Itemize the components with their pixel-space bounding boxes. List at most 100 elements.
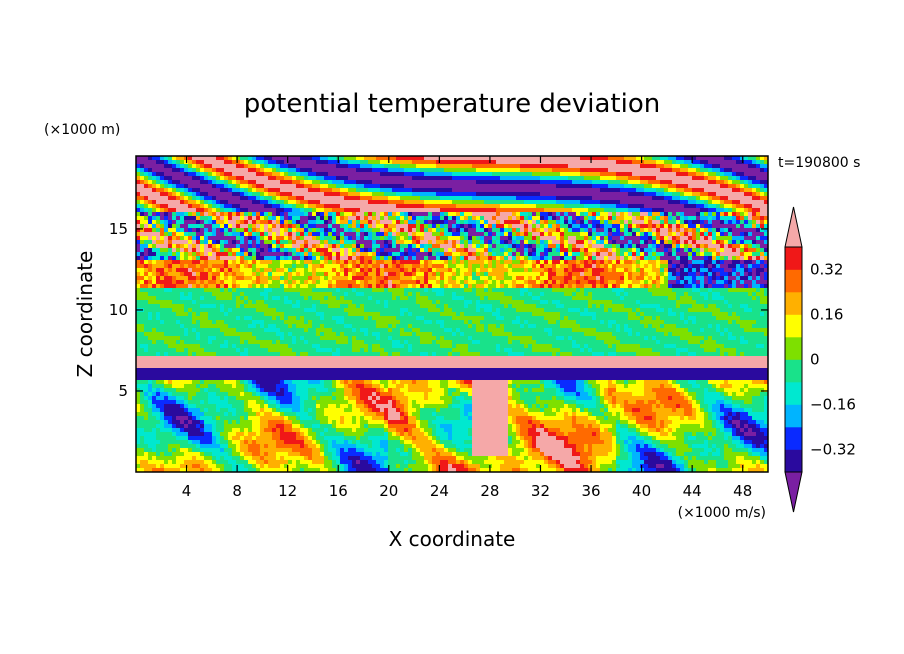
heatmap-cell [400,272,405,277]
heatmap-cell [580,204,585,209]
heatmap-cell [676,192,681,197]
heatmap-cell [732,196,737,201]
heatmap-cell [500,228,505,233]
heatmap-cell [628,268,633,273]
heatmap-cell [468,204,473,209]
heatmap-cell [336,260,341,265]
heatmap-cell [652,228,657,233]
heatmap-cell [508,216,513,221]
heatmap-cell [396,200,401,205]
heatmap-cell [284,276,289,281]
heatmap-cell [600,244,605,249]
heatmap-cell [656,184,661,189]
heatmap-cell [584,256,589,261]
heatmap-cell [196,188,201,193]
heatmap-cell [588,256,593,261]
heatmap-cell [340,228,345,233]
heatmap-cell [736,168,741,173]
heatmap-cell [496,248,501,253]
heatmap-cell [680,268,685,273]
heatmap-cell [240,208,245,213]
heatmap-cell [420,176,425,181]
heatmap-cell [612,180,617,185]
heatmap-cell [356,228,361,233]
heatmap-cell [516,188,521,193]
heatmap-cell [692,264,697,269]
heatmap-cell [660,268,665,273]
heatmap-cell [428,280,433,285]
heatmap-cell [512,172,517,177]
heatmap-cell [680,208,685,213]
heatmap-cell [380,204,385,209]
heatmap-cell [148,208,153,213]
heatmap-cell [712,184,717,189]
heatmap-cell [208,256,213,261]
heatmap-cell [564,168,569,173]
heatmap-cell [652,172,657,177]
heatmap-cell [432,268,437,273]
heatmap-cell [228,240,233,245]
heatmap-cell [708,216,713,221]
heatmap-cell [376,168,381,173]
heatmap-cell [360,172,365,177]
heatmap-cell [560,196,565,201]
heatmap-cell [740,268,745,273]
heatmap-cell [380,248,385,253]
heatmap-cell [764,172,768,177]
heatmap-cell [276,220,281,225]
heatmap-cell [164,156,169,161]
heatmap-cell [560,208,565,213]
heatmap-cell [184,204,189,209]
heatmap-cell [736,260,741,265]
heatmap-cell [448,188,453,193]
heatmap-cell [216,156,221,161]
heatmap-cell [752,216,757,221]
heatmap-cell [180,188,185,193]
heatmap-cell [344,208,349,213]
heatmap-cell [672,184,677,189]
heatmap-cell [652,204,657,209]
heatmap-cell [428,240,433,245]
heatmap-cell [668,240,673,245]
heatmap-cell [268,232,273,237]
heatmap-cell [184,168,189,173]
heatmap-cell [684,224,689,229]
heatmap-cell [532,268,537,273]
heatmap-cell [404,272,409,277]
heatmap-cell [508,260,513,265]
heatmap-cell [560,228,565,233]
heatmap-cell [288,256,293,261]
heatmap-cell [636,232,641,237]
heatmap-cell [188,212,193,217]
heatmap-cell [700,192,705,197]
heatmap-cell [320,276,325,281]
heatmap-cell [672,236,677,241]
heatmap-cell [744,156,749,161]
heatmap-cell [492,264,497,269]
heatmap-cell [484,272,489,277]
heatmap-cell [364,196,369,201]
heatmap-cell [596,264,601,269]
heatmap-cell [636,180,641,185]
heatmap-cell [268,208,273,213]
heatmap-cell [512,268,517,273]
heatmap-cell [332,264,337,269]
heatmap-cell [700,196,705,201]
heatmap-cell [320,216,325,221]
heatmap-cell [412,160,417,165]
heatmap-cell [488,196,493,201]
heatmap-cell [280,280,285,285]
heatmap-cell [680,216,685,221]
heatmap-cell [368,208,373,213]
heatmap-cell [176,184,181,189]
heatmap-cell [648,268,653,273]
heatmap-cell [420,232,425,237]
heatmap-cell [436,196,441,201]
heatmap-cell [524,236,529,241]
heatmap-cell [316,164,321,169]
heatmap-cell [700,232,705,237]
heatmap-cell [256,212,261,217]
heatmap-cell [312,164,317,169]
heatmap-cell [728,264,733,269]
heatmap-cell [496,224,501,229]
